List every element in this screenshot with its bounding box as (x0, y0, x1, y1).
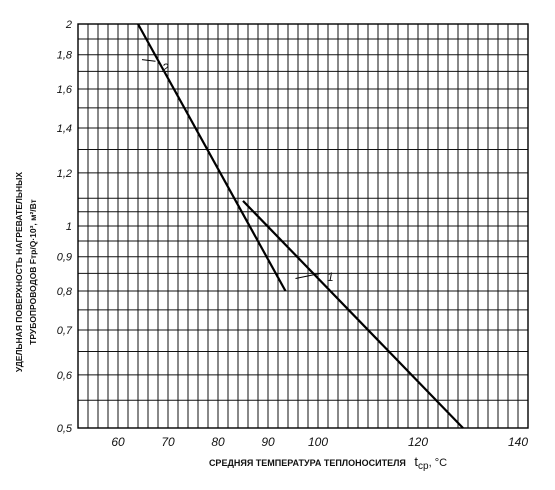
series-line-2 (137, 23, 287, 292)
x-axis-label: СРЕДНЯЯ ТЕМПЕРАТУРА ТЕПЛОНОСИТЕЛЯ tср, °… (209, 454, 447, 472)
y-tick-label: 1,6 (57, 84, 73, 96)
y-tick-label: 0,7 (57, 325, 73, 337)
y-tick-label: 1,8 (57, 50, 73, 62)
y-tick-label: 0,6 (57, 370, 73, 382)
y-tick-label: 0,9 (57, 252, 72, 264)
series-label-2: 2 (161, 61, 169, 75)
series-group: 12 (137, 23, 464, 429)
x-axis-label-subscript: ср (418, 461, 429, 472)
x-tick-label: 80 (211, 435, 225, 449)
plot-frame (77, 23, 529, 429)
x-tick-label: 70 (161, 435, 175, 449)
series-line-1 (242, 200, 464, 429)
series-label-1: 1 (327, 270, 334, 284)
x-tick-label: 140 (508, 435, 528, 449)
x-tick-label: 60 (111, 435, 125, 449)
y-tick-label: 0,5 (57, 423, 73, 435)
y-tick-label: 1,4 (57, 123, 72, 135)
y-axis-label-line2: ТРУБОПРОВОДОВ Fтр/Q·10³, м²/Вт (28, 199, 38, 345)
grid (77, 23, 529, 429)
y-tick-label: 1 (66, 221, 72, 233)
x-axis-label-unit: , °C (429, 457, 448, 469)
y-tick-label: 1,2 (57, 168, 72, 180)
y-axis-label-line1: УДЕЛЬНАЯ ПОВЕРХНОСТЬ НАГРЕВАТЕЛЬНЫХ (14, 172, 24, 373)
series-leader-2 (141, 59, 156, 62)
x-axis-label-text: СРЕДНЯЯ ТЕМПЕРАТУРА ТЕПЛОНОСИТЕЛЯ (209, 458, 406, 468)
y-tick-label: 0,8 (57, 286, 73, 298)
x-tick-label: 120 (408, 435, 428, 449)
x-tick-label: 90 (261, 435, 275, 449)
tick-labels: 60 70 80 90 100 120 140 0,5 0,6 0,7 0,8 0,9 1 1,2 1,4 1… (57, 19, 529, 449)
x-axis-label-symbol: t (414, 454, 418, 469)
y-tick-label: 2 (65, 19, 72, 31)
series-leader-1 (295, 272, 321, 280)
x-tick-label: 100 (308, 435, 328, 449)
